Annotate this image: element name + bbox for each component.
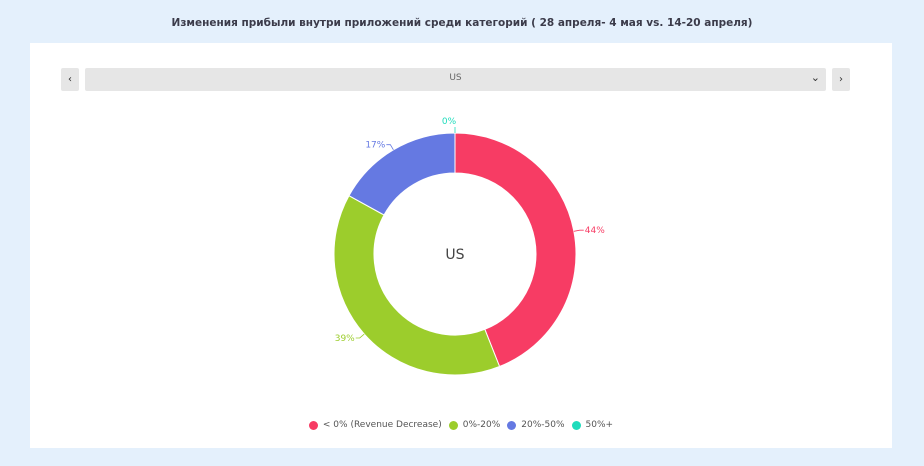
label-leader-line-0 xyxy=(573,229,584,232)
slice-value-label-2: 17% xyxy=(365,141,385,151)
legend-item-0[interactable]: < 0% (Revenue Decrease) xyxy=(308,420,442,430)
legend-marker-icon xyxy=(448,420,458,430)
donut-slice-0[interactable] xyxy=(454,132,577,368)
donut-slice-2[interactable] xyxy=(348,132,456,216)
chart-panel: ‹ US ⌄ › 44% 39% 17% 0% US < 0% (Revenue De… xyxy=(30,43,892,448)
legend-item-2[interactable]: 20%-50% xyxy=(507,420,565,430)
chevron-left-icon: ‹ xyxy=(68,74,72,85)
next-button[interactable]: › xyxy=(832,68,850,91)
legend-label: 50%+ xyxy=(585,420,614,430)
slice-value-label-1: 39% xyxy=(335,334,355,344)
slice-value-label-0: 44% xyxy=(585,226,605,236)
chart-legend: < 0% (Revenue Decrease) 0%-20% 20%-50% 50%+ xyxy=(30,420,892,430)
slice-value-label-3: 0% xyxy=(442,117,457,127)
legend-marker-icon xyxy=(571,420,581,430)
legend-marker-icon xyxy=(308,420,318,430)
region-select[interactable]: US ⌄ xyxy=(85,68,826,91)
donut-labels: 44% 39% 17% 0% xyxy=(335,117,605,344)
legend-label: 0%-20% xyxy=(462,420,501,430)
legend-item-3[interactable]: 50%+ xyxy=(571,420,614,430)
label-leader-line-1 xyxy=(355,333,365,339)
donut-slice-1[interactable] xyxy=(333,195,501,376)
legend-marker-icon xyxy=(507,420,517,430)
donut-center-label: US xyxy=(445,247,464,263)
donut-chart: 44% 39% 17% 0% US xyxy=(333,117,605,376)
chart-title: Изменения прибыли внутри приложений сред… xyxy=(171,17,753,29)
chevron-down-icon: ⌄ xyxy=(810,71,820,84)
donut-slices xyxy=(333,132,577,376)
label-leader-line-2 xyxy=(386,144,394,151)
chevron-right-icon: › xyxy=(839,74,843,85)
legend-label: 20%-50% xyxy=(521,420,565,430)
legend-item-1[interactable]: 0%-20% xyxy=(448,420,501,430)
previous-button[interactable]: ‹ xyxy=(61,68,79,91)
region-select-value: US xyxy=(449,73,462,83)
legend-label: < 0% (Revenue Decrease) xyxy=(322,420,442,430)
